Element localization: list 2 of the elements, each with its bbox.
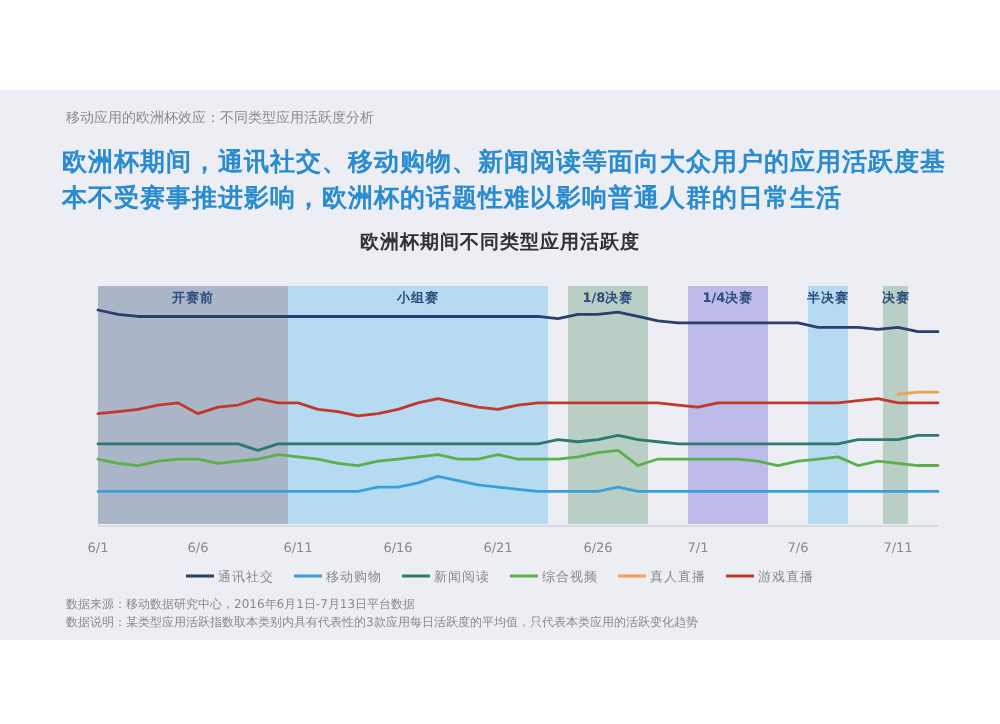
chart-title: 欧洲杯期间不同类型应用活跃度 [358, 230, 642, 256]
chart-subtitle: 欧洲杯期间，通讯社交、移动购物、新闻阅读等面向大众用户的应用活跃度基本不受赛事推进影响，欧洲杯的话题性难以影响普通人群的日常生活 [62, 144, 948, 216]
